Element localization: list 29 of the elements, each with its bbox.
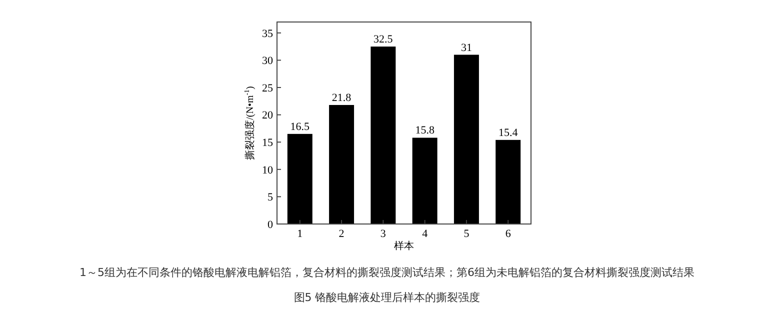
data-label: 15.8 bbox=[415, 124, 435, 137]
y-tick-label: 15 bbox=[262, 136, 274, 149]
x-tick-label: 1 bbox=[297, 228, 303, 240]
data-label: 21.8 bbox=[332, 92, 352, 104]
bar bbox=[412, 138, 438, 224]
x-axis-title: 样本 bbox=[394, 240, 414, 252]
y-tick-label: 30 bbox=[262, 55, 274, 68]
data-label: 32.5 bbox=[374, 34, 394, 46]
y-tick-label: 0 bbox=[268, 218, 274, 231]
text: 图5 铬酸电解液处理后样本的撕裂强度 bbox=[294, 291, 480, 304]
bar bbox=[329, 104, 354, 224]
y-tick-label: 10 bbox=[262, 164, 274, 176]
x-tick-label: 5 bbox=[464, 228, 470, 240]
x-tick-label: 3 bbox=[380, 228, 386, 240]
x-tick-label: 6 bbox=[505, 228, 512, 240]
bar bbox=[454, 54, 479, 224]
y-tick-label: 20 bbox=[262, 110, 274, 122]
data-label: 31 bbox=[460, 42, 472, 54]
y-tick-label: 35 bbox=[262, 28, 274, 40]
y-tick-label: 25 bbox=[262, 82, 274, 94]
data-label: 15.4 bbox=[498, 126, 518, 139]
x-tick-label: 2 bbox=[338, 228, 344, 240]
bar bbox=[287, 134, 312, 224]
text: 1～5组为在不同条件的铬酸电解液电解铝箔，复合材料的撕裂强度测试结果；第6组为未电解铝箔的复合材料撕裂强度测试结果 bbox=[80, 266, 694, 279]
bar bbox=[370, 46, 396, 224]
data-label: 16.5 bbox=[290, 120, 310, 133]
bar bbox=[496, 140, 521, 224]
y-tick-label: 5 bbox=[268, 192, 274, 204]
x-tick-label: 4 bbox=[422, 228, 428, 240]
